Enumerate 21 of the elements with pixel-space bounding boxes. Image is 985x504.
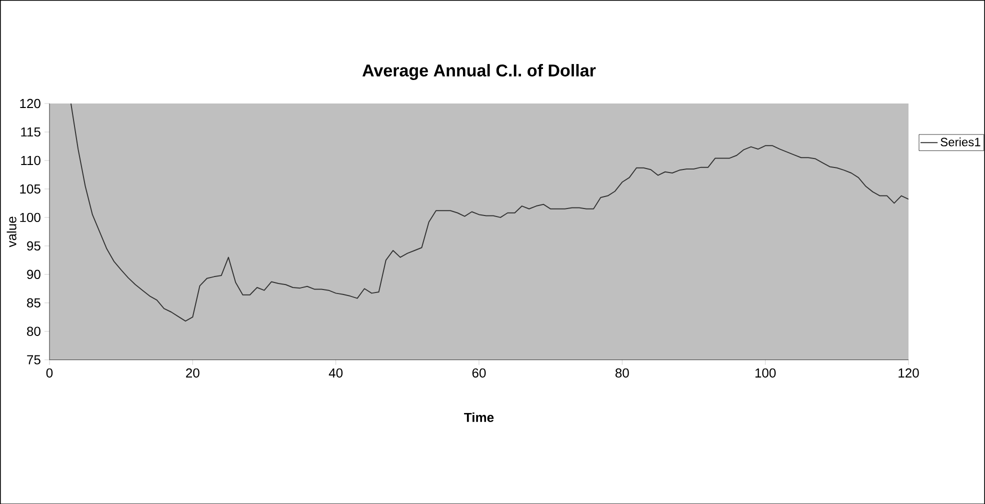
x-tick-label: 120 bbox=[898, 368, 919, 378]
legend-label: Series1 bbox=[940, 137, 980, 146]
chart-title: Average Annual C.I. of Dollar bbox=[362, 64, 596, 80]
y-tick-label: 80 bbox=[27, 326, 40, 336]
y-tick-label: 95 bbox=[27, 241, 40, 250]
x-tick-label: 20 bbox=[186, 368, 200, 378]
x-tick-label: 0 bbox=[46, 368, 53, 378]
x-tick-label: 40 bbox=[328, 368, 343, 378]
x-axis-title: Time bbox=[464, 412, 494, 422]
y-tick-label: 85 bbox=[27, 298, 40, 308]
y-tick-label: 100 bbox=[20, 212, 40, 222]
y-axis-title: value bbox=[6, 216, 16, 247]
y-tick-label: 110 bbox=[21, 156, 40, 165]
y-tick-label: 75 bbox=[27, 355, 40, 364]
y-tick-label: 90 bbox=[27, 270, 40, 279]
y-tick-label: 120 bbox=[20, 98, 40, 108]
y-tick-label: 115 bbox=[21, 127, 40, 136]
x-tick-label: 100 bbox=[755, 368, 776, 378]
x-tick-label: 80 bbox=[615, 368, 629, 378]
y-tick-label: 105 bbox=[20, 184, 40, 194]
x-tick-label: 60 bbox=[472, 368, 486, 378]
